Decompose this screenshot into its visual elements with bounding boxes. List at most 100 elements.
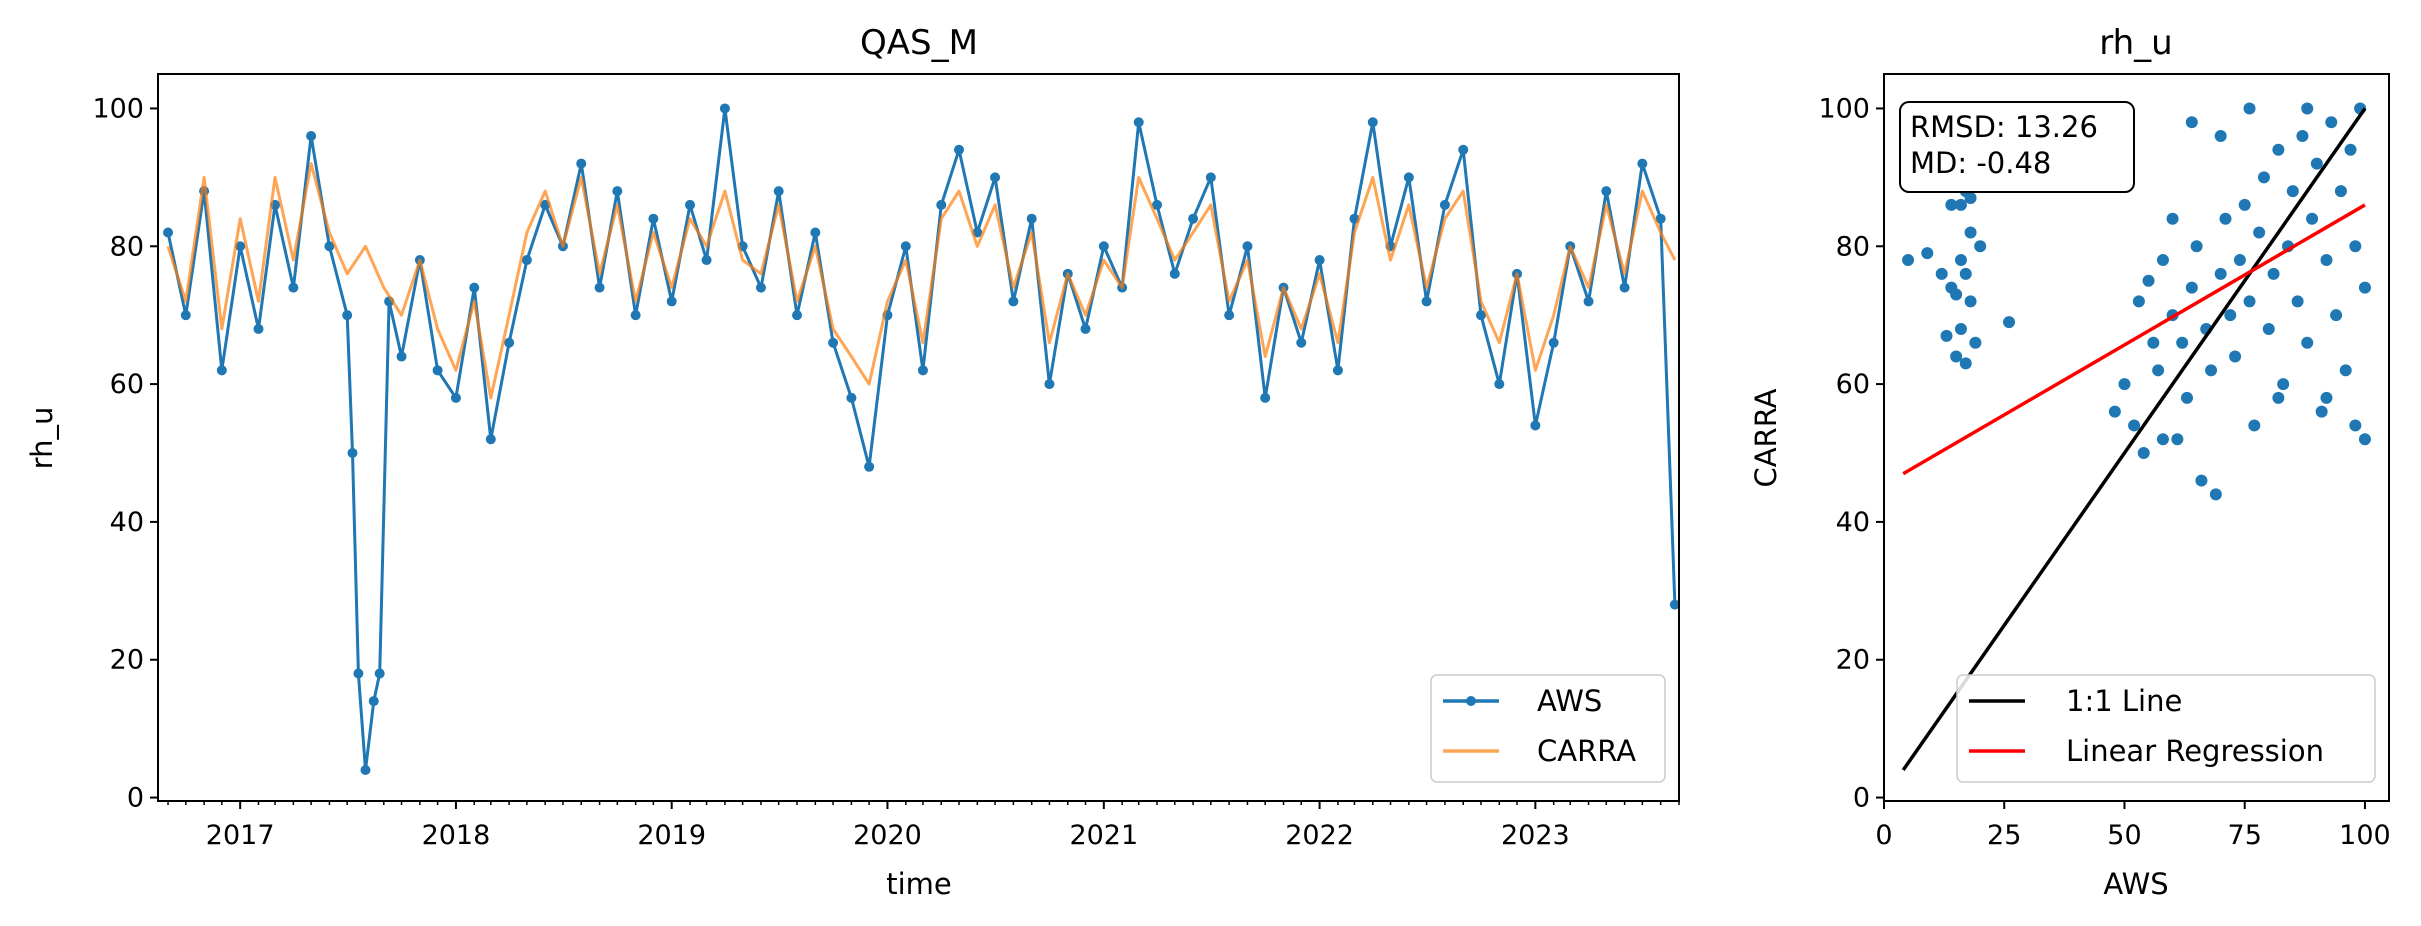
aws-point bbox=[1169, 268, 1180, 279]
scatter-point bbox=[2286, 185, 2299, 198]
scatter-point bbox=[2132, 295, 2145, 308]
scatter-x-ticks: 0 25 50 75 100 bbox=[1875, 801, 2391, 851]
aws-point bbox=[828, 337, 839, 348]
aws-point bbox=[521, 255, 532, 266]
aws-point bbox=[1224, 310, 1235, 321]
scatter-point bbox=[2214, 130, 2227, 143]
aws-point bbox=[353, 668, 364, 679]
scatter-point bbox=[1954, 254, 1967, 267]
x-tick-label: 2018 bbox=[422, 820, 491, 851]
scatter-point bbox=[2291, 295, 2304, 308]
scatter-point bbox=[2306, 212, 2319, 225]
aws-point bbox=[755, 282, 766, 293]
y-tick-label: 20 bbox=[1836, 645, 1870, 676]
aws-point bbox=[450, 392, 461, 403]
aws-point bbox=[432, 365, 443, 376]
scatter-point bbox=[2339, 364, 2352, 377]
scatter-point bbox=[2277, 378, 2290, 391]
aws-point bbox=[1669, 599, 1680, 610]
aws-point bbox=[1260, 392, 1271, 403]
scatter-point bbox=[2166, 212, 2179, 225]
aws-point bbox=[900, 241, 911, 252]
scatter-point bbox=[1969, 336, 1982, 349]
aws-point bbox=[917, 365, 928, 376]
scatter-point bbox=[1964, 295, 1977, 308]
scatter-point bbox=[2344, 143, 2357, 156]
aws-point bbox=[1494, 379, 1505, 390]
scatter-x-label: AWS bbox=[2103, 867, 2168, 901]
x-tick-label: 2017 bbox=[206, 820, 275, 851]
scatter-point bbox=[2349, 419, 2362, 432]
scatter-point bbox=[2325, 116, 2338, 129]
scatter-point bbox=[1964, 226, 1977, 239]
aws-point bbox=[306, 131, 317, 142]
aws-point bbox=[846, 392, 857, 403]
aws-point bbox=[666, 296, 677, 307]
aws-point bbox=[1098, 241, 1109, 252]
aws-point bbox=[990, 172, 1001, 183]
aws-point bbox=[612, 186, 623, 197]
x-tick-label: 2019 bbox=[637, 820, 706, 851]
x-tick-label: 0 bbox=[1875, 820, 1892, 851]
aws-point bbox=[1475, 310, 1486, 321]
aws-point bbox=[216, 365, 227, 376]
scatter-point bbox=[2267, 267, 2280, 280]
scatter-point bbox=[2147, 336, 2160, 349]
aws-point bbox=[630, 310, 641, 321]
aws-point bbox=[504, 337, 515, 348]
aws-point bbox=[1332, 365, 1343, 376]
legend-aws-marker bbox=[1466, 696, 1476, 706]
scatter-panel: rh_u 0 20 40 60 80 100 0 25 50 75 100 AWS CARRA R… bbox=[1749, 23, 2391, 901]
scatter-point bbox=[2190, 240, 2203, 253]
aws-point bbox=[773, 186, 784, 197]
scatter-point bbox=[2229, 350, 2242, 363]
timeseries-axes-frame bbox=[157, 73, 1680, 802]
aws-point bbox=[792, 310, 803, 321]
aws-point bbox=[1421, 296, 1432, 307]
y-tick-label: 0 bbox=[1853, 783, 1870, 814]
y-tick-label: 40 bbox=[1836, 507, 1870, 538]
timeseries-legend: AWS CARRA bbox=[1430, 674, 1666, 783]
scatter-point bbox=[1964, 192, 1977, 205]
scatter-point bbox=[2253, 226, 2266, 239]
scatter-point bbox=[2185, 116, 2198, 129]
y-tick-label: 60 bbox=[1836, 369, 1870, 400]
scatter-point bbox=[2209, 488, 2222, 501]
legend-regression-label: Linear Regression bbox=[2066, 734, 2324, 768]
aws-point bbox=[1133, 117, 1144, 128]
scatter-y-ticks: 0 20 40 60 80 100 bbox=[1818, 93, 1884, 814]
scatter-point bbox=[2296, 130, 2309, 143]
scatter-point bbox=[1950, 350, 1963, 363]
scatter-point bbox=[2330, 309, 2343, 322]
aws-point bbox=[1242, 241, 1253, 252]
y-tick-label: 60 bbox=[110, 369, 144, 400]
scatter-point bbox=[1935, 267, 1948, 280]
aws-point bbox=[342, 310, 353, 321]
x-tick-label: 2023 bbox=[1501, 820, 1570, 851]
scatter-point bbox=[2185, 281, 2198, 294]
aws-point bbox=[594, 282, 605, 293]
aws-point bbox=[235, 241, 246, 252]
aws-point bbox=[1548, 337, 1559, 348]
y-tick-label: 100 bbox=[1818, 93, 1870, 124]
x-tick-label: 2021 bbox=[1069, 820, 1138, 851]
scatter-point bbox=[1959, 267, 1972, 280]
scatter-point bbox=[2315, 405, 2328, 418]
legend-carra-label: CARRA bbox=[1537, 734, 1636, 768]
scatter-point bbox=[2118, 378, 2131, 391]
aws-point bbox=[1367, 117, 1378, 128]
aws-point bbox=[1008, 296, 1019, 307]
scatter-point bbox=[2156, 254, 2169, 267]
aws-point bbox=[1296, 337, 1307, 348]
aws-point bbox=[1152, 199, 1163, 210]
timeseries-x-label: time bbox=[886, 867, 952, 901]
scatter-point bbox=[2233, 254, 2246, 267]
y-tick-label: 0 bbox=[127, 783, 144, 814]
aws-point bbox=[288, 282, 299, 293]
aws-point bbox=[1619, 282, 1630, 293]
scatter-axes-frame bbox=[1883, 73, 2390, 802]
stats-box: RMSD: 13.26 MD: -0.48 bbox=[1899, 101, 2135, 193]
scatter-point bbox=[2205, 364, 2218, 377]
scatter-point bbox=[2003, 316, 2016, 329]
